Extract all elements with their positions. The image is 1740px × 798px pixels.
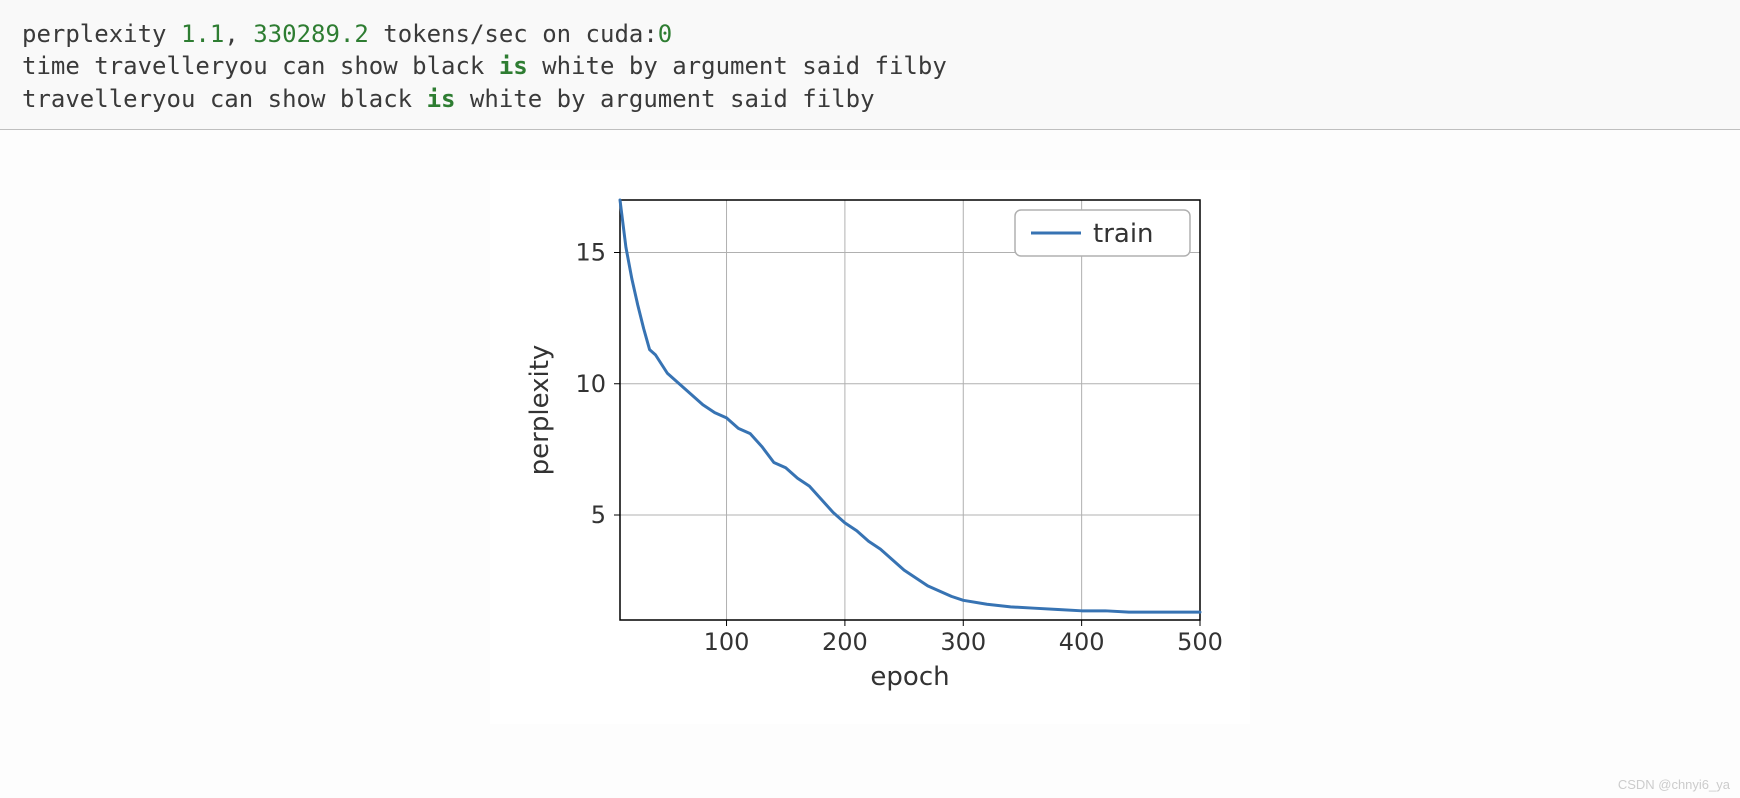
keyword: is	[427, 85, 456, 113]
chart-container: 100 200 300 400 500 5 10 15 epoch perplexity train	[0, 130, 1740, 724]
perplexity-chart: 100 200 300 400 500 5 10 15 epoch perplexity train	[490, 170, 1250, 724]
text: perplexity	[22, 20, 181, 48]
svg-text:400: 400	[1059, 628, 1105, 656]
keyword: is	[499, 52, 528, 80]
svg-text:500: 500	[1177, 628, 1223, 656]
svg-text:perplexity: perplexity	[525, 345, 555, 476]
svg-text:15: 15	[575, 239, 606, 267]
text: white by argument said filby	[528, 52, 947, 80]
text: travelleryou can show black	[22, 85, 427, 113]
chart-svg: 100 200 300 400 500 5 10 15 epoch perplexity train	[490, 170, 1250, 720]
svg-text:200: 200	[822, 628, 868, 656]
output-line-2: time travelleryou can show black is whit…	[22, 50, 1718, 82]
text: tokens/sec on cuda:	[369, 20, 658, 48]
text: ,	[224, 20, 253, 48]
cuda-index: 0	[658, 20, 672, 48]
svg-text:5: 5	[591, 501, 606, 529]
output-line-3: travelleryou can show black is white by …	[22, 83, 1718, 115]
perplexity-value: 1.1	[181, 20, 224, 48]
svg-text:100: 100	[704, 628, 750, 656]
svg-text:10: 10	[575, 370, 606, 398]
code-output: perplexity 1.1, 330289.2 tokens/sec on c…	[0, 0, 1740, 130]
tokens-per-sec-value: 330289.2	[253, 20, 369, 48]
svg-text:300: 300	[940, 628, 986, 656]
output-line-1: perplexity 1.1, 330289.2 tokens/sec on c…	[22, 18, 1718, 50]
watermark: CSDN @chnyi6_ya	[1618, 777, 1730, 792]
text: white by argument said filby	[455, 85, 874, 113]
svg-text:train: train	[1093, 219, 1154, 249]
svg-text:epoch: epoch	[870, 662, 949, 692]
text: time travelleryou can show black	[22, 52, 499, 80]
